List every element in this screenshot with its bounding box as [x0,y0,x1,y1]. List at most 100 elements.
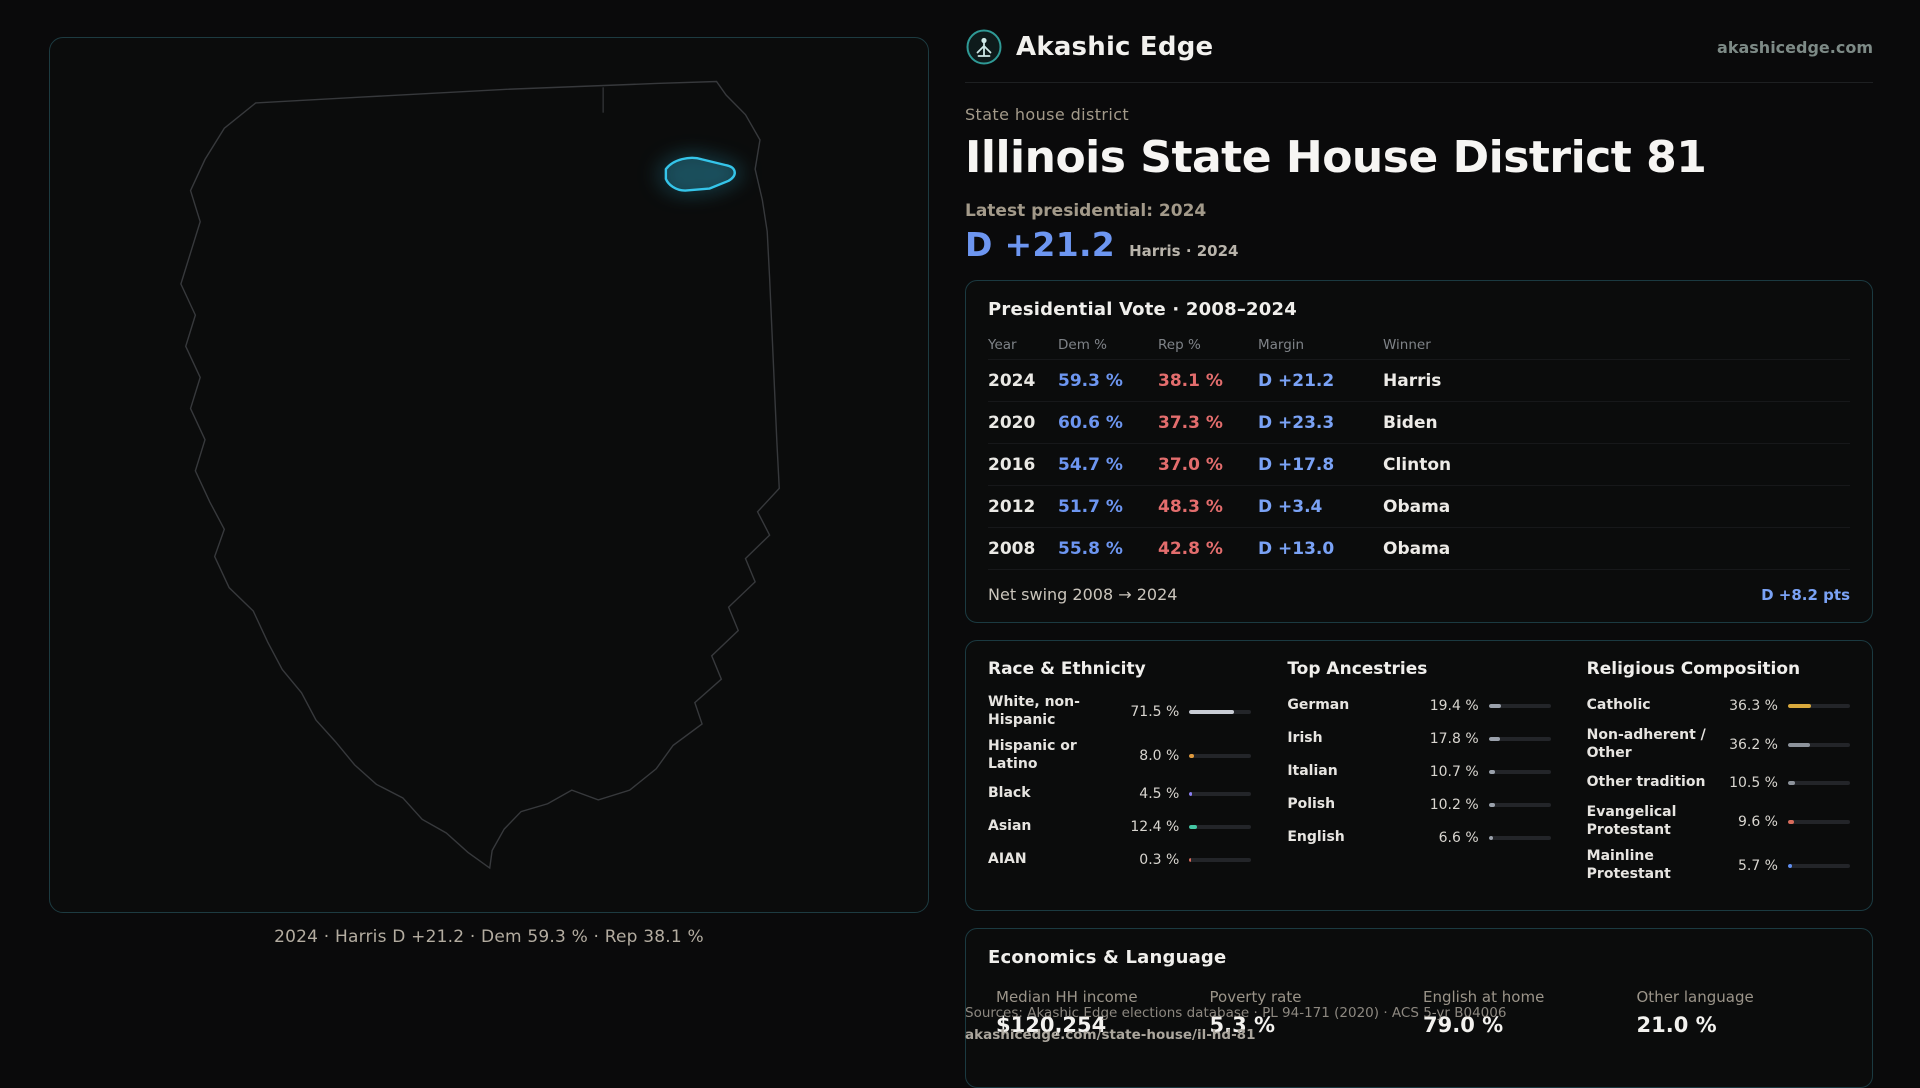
brand-name: Akashic Edge [1016,32,1214,62]
demo-bar-fill [1488,737,1500,741]
demo-row: Italian 10.7 % [1287,760,1551,784]
demo-value: 5.7 % [1737,857,1778,874]
demo-label: Polish [1287,796,1336,813]
econ-stat-value: $120,254 [996,1013,1107,1037]
demo-row: Irish 17.8 % [1287,727,1551,751]
demo-bar [1189,709,1252,714]
econ-stat: Other language 21.0 % [1637,988,1851,1037]
demo-bar [1788,863,1850,868]
demo-row: Hispanic or Latino 8.0 % [988,738,1252,773]
pres-margin: D +23.3 [1258,412,1335,433]
pres-rep-share: 37.3 % [1158,412,1223,433]
demo-bar-fill [1488,704,1501,708]
demo-row: Mainline Protestant 5.7 % [1587,848,1850,883]
headline-margin-row: D +21.2 Harris · 2024 [965,225,1873,264]
race-ethnicity-rows: White, non-Hispanic 71.5 % Hispanic or Lat… [988,694,1252,872]
econ-stat-label: Other language [1636,988,1754,1006]
demo-label: Non-adherent / Other [1586,727,1706,761]
econ-stat-value: 21.0 % [1636,1013,1717,1037]
pres-dem-share: 55.8 % [1058,538,1123,559]
top-ancestries-section: Top Ancestries German 19.4 % Irish 17.8 % It… [1287,659,1551,892]
econ-stat-value: 79.0 % [1423,1013,1504,1037]
pres-dem-share: 51.7 % [1058,496,1123,517]
demo-value: 6.6 % [1438,830,1479,846]
demo-value: 17.8 % [1429,731,1479,747]
net-swing-value: D +8.2 pts [1761,585,1850,604]
demo-label: English [1287,829,1345,846]
net-swing-label: Net swing 2008 → 2024 [988,585,1178,604]
pres-margin: D +17.8 [1258,454,1335,475]
demo-value: 4.5 % [1139,786,1180,802]
top-ancestries-title: Top Ancestries [1287,659,1428,679]
map-caption: 2024 · Harris D +21.2 · Dem 59.3 % · Rep… [274,927,704,947]
demo-value: 36.2 % [1729,736,1778,753]
demo-label: White, non-Hispanic [988,694,1080,728]
pres-table-header: Year Dem % Rep % Margin Winner [988,330,1850,360]
headline-margin-context: Harris · 2024 [1129,242,1239,260]
race-ethnicity-section: Race & Ethnicity White, non-Hispanic 71.5… [988,659,1252,892]
pres-margin: D +21.2 [1258,370,1335,391]
demo-row: English 6.6 % [1287,826,1551,850]
demo-value: 71.5 % [1130,703,1180,720]
demo-bar-fill [1189,709,1234,714]
demo-row: AIAN 0.3 % [988,848,1252,872]
demo-row: Polish 10.2 % [1287,793,1551,817]
pres-winner: Clinton [1383,454,1452,475]
pres-rep-share: 37.0 % [1158,454,1223,475]
demo-label: Hispanic or Latino [988,738,1077,772]
econ-stat: English at home 79.0 % [1423,988,1637,1037]
pres-dem-share: 60.6 % [1058,412,1123,433]
demo-bar [1189,825,1252,829]
demo-value: 19.4 % [1429,698,1479,714]
pres-year: 2008 [988,538,1036,559]
demo-row: Non-adherent / Other 36.2 % [1587,727,1850,762]
demo-bar [1788,742,1850,747]
pres-dem-share: 54.7 % [1058,454,1123,475]
pres-table-row: 2008 55.8 % 42.8 % D +13.0 Obama [988,528,1850,570]
demo-value: 9.6 % [1737,813,1778,830]
pres-winner: Obama [1383,538,1451,559]
econ-stat: Median HH income $120,254 [996,988,1210,1037]
demo-bar [1788,819,1850,824]
economics-language-card: Economics & Language Median HH income $12… [965,928,1873,1088]
pres-table-row: 2024 59.3 % 38.1 % D +21.2 Harris [988,360,1850,402]
demo-bar-fill [1788,704,1811,708]
demo-bar-fill [1788,781,1795,785]
source-footer: Sources: Akashic Edge elections database… [965,1005,1506,1043]
demo-bar [1488,704,1551,708]
demo-bar [1189,792,1252,796]
demo-row: Evangelical Protestant 9.6 % [1587,804,1850,839]
pres-winner: Harris [1383,370,1442,391]
pres-dem-share: 59.3 % [1058,370,1123,391]
pres-rep-share: 48.3 % [1158,496,1223,517]
demo-bar [1788,781,1850,785]
econ-stat: Poverty rate 5.3 % [1210,988,1424,1037]
demo-bar [1488,770,1551,774]
demo-label: Italian [1287,763,1338,780]
pres-rep-share: 42.8 % [1158,538,1223,559]
pres-year: 2024 [988,370,1036,391]
pres-column-header: Dem % [1058,336,1107,353]
demo-bar [1788,704,1850,708]
race-ethnicity-title: Race & Ethnicity [988,659,1146,679]
demo-row: Black 4.5 % [988,782,1252,806]
presidential-vote-table: Year Dem % Rep % Margin Winner 2024 59.3 % 38.1… [988,330,1850,570]
demo-value: 10.2 % [1429,797,1479,813]
demo-row: German 19.4 % [1287,694,1551,718]
demo-bar [1189,753,1252,758]
permalink[interactable]: akashicedge.com/state-house/il-hd-81 [965,1027,1256,1043]
demo-bar-fill [1488,770,1496,774]
sources-text: Sources: Akashic Edge elections database… [965,1005,1507,1021]
pres-margin: D +13.0 [1258,538,1335,559]
demo-value: 8.0 % [1139,747,1180,764]
demo-label: German [1287,697,1350,714]
latest-presidential-label: Latest presidential: 2024 [965,201,1207,221]
demo-bar [1189,858,1252,862]
economics-card-title: Economics & Language [988,947,1227,968]
brand-domain-link[interactable]: akashicedge.com [1717,37,1873,57]
econ-stat-label: Poverty rate [1209,988,1302,1006]
demo-row: Asian 12.4 % [988,815,1252,839]
district-81-highlight[interactable] [666,158,735,191]
report-panel: Akashic Edge akashicedge.com State house… [965,28,1873,1088]
pres-year: 2016 [988,454,1036,475]
